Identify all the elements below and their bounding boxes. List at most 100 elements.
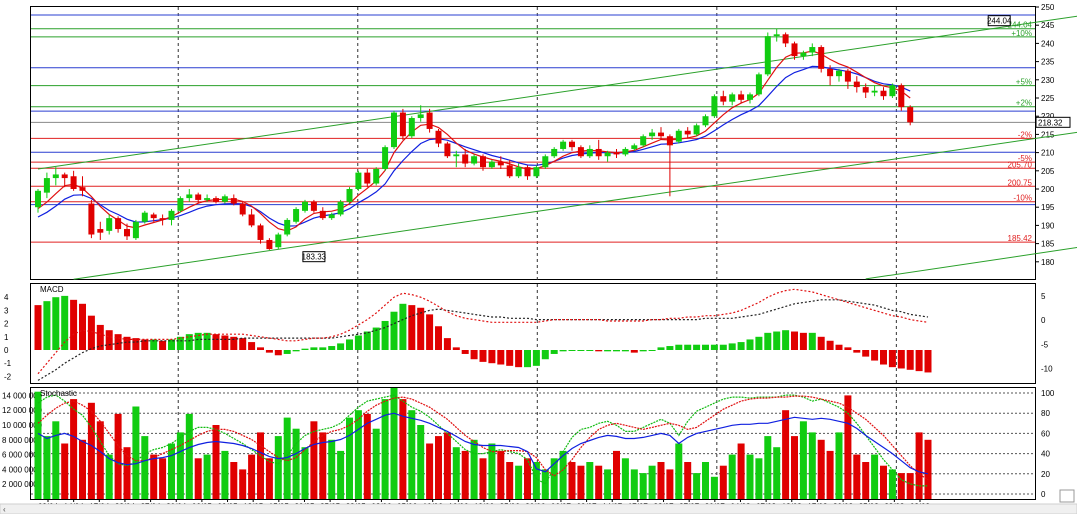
- macd-histogram-bar: [782, 330, 790, 350]
- stochastic-d-line: [37, 395, 929, 481]
- candle-body: [542, 156, 549, 168]
- macd-histogram-bar: [515, 350, 523, 368]
- volume-bar: [541, 469, 549, 499]
- volume-bar: [817, 439, 825, 499]
- volume-bar: [719, 465, 727, 499]
- volume-bar: [248, 454, 256, 499]
- macd-histogram-bar: [835, 344, 843, 350]
- volume-y-tick-label: 6 000 000: [2, 451, 38, 460]
- volume-bar: [853, 454, 861, 499]
- volume-bar: [79, 439, 86, 499]
- volume-bar: [826, 450, 834, 499]
- volume-bar: [417, 425, 425, 499]
- volume-bar: [372, 428, 380, 499]
- volume-bar: [799, 421, 807, 499]
- candle-body: [515, 167, 522, 177]
- macd-histogram-bar: [61, 295, 69, 350]
- candle-body: [97, 229, 104, 233]
- macd-histogram-bar: [737, 342, 745, 350]
- macd-right-tick-label: 5: [1041, 292, 1046, 301]
- macd-y-tick-label: -2: [4, 372, 12, 381]
- candle-body: [755, 74, 762, 95]
- stoch-y-tick-label: 20: [1041, 470, 1050, 479]
- candle-body: [889, 85, 896, 97]
- volume-bar: [737, 443, 745, 499]
- macd-y-tick-label: 3: [4, 306, 9, 315]
- candle-body: [150, 214, 157, 219]
- price-level-label: 205.70: [1008, 160, 1033, 169]
- price-level-label: 200.75: [1008, 178, 1033, 187]
- top-right-icon[interactable]: [1059, 489, 1075, 503]
- annotation-box: [302, 251, 326, 263]
- scroll-left-icon[interactable]: ‹: [3, 505, 6, 514]
- macd-histogram-bar: [337, 343, 345, 350]
- volume-bar: [888, 469, 896, 499]
- volume-bar: [426, 443, 434, 499]
- macd-histogram-bar: [657, 347, 665, 350]
- macd-histogram-bar: [844, 347, 852, 350]
- macd-histogram-bar: [292, 350, 300, 352]
- volume-bar: [728, 454, 736, 499]
- macd-histogram-bar: [541, 350, 549, 360]
- candle-body: [702, 116, 709, 126]
- candle-body: [346, 189, 353, 202]
- volume-y-tick-label: 14 000 000: [2, 391, 43, 400]
- candle-body: [186, 194, 193, 199]
- volume-bar: [657, 462, 665, 499]
- volume-bar: [906, 473, 914, 499]
- macd-histogram-bar: [595, 350, 603, 352]
- macd-histogram-bar: [826, 340, 834, 350]
- macd-histogram-bar: [319, 347, 327, 350]
- candle-body: [577, 147, 584, 157]
- candle-body: [862, 87, 869, 93]
- macd-histogram-bar: [461, 350, 469, 354]
- volume-bar: [132, 406, 140, 499]
- volume-bar: [230, 462, 238, 499]
- volume-bar: [479, 458, 487, 499]
- horizontal-scrollbar[interactable]: ‹: [0, 503, 1077, 514]
- annotation-label: 183.33: [302, 253, 327, 262]
- macd-histogram-bar: [310, 347, 318, 350]
- volume-bar: [924, 439, 932, 499]
- macd-histogram-bar: [710, 344, 718, 350]
- stoch-y-tick-label: 100: [1041, 389, 1055, 398]
- candle-body: [497, 161, 504, 166]
- macd-histogram-bar: [862, 350, 870, 357]
- candle-body: [586, 148, 593, 157]
- macd-histogram-bar: [399, 303, 407, 350]
- macd-histogram-bar: [443, 338, 451, 350]
- macd-histogram-bar: [719, 344, 727, 350]
- macd-y-tick-label: 4: [4, 293, 9, 302]
- volume-bar: [212, 425, 220, 499]
- volume-bar: [114, 413, 122, 499]
- candle-body: [836, 70, 842, 77]
- candle-body: [844, 70, 851, 82]
- macd-histogram-bar: [532, 350, 540, 366]
- candle-body: [880, 90, 887, 97]
- macd-histogram-bar: [630, 350, 638, 353]
- volume-bar: [461, 450, 469, 499]
- macd-histogram-bar: [283, 350, 291, 354]
- candle-body: [70, 176, 77, 189]
- macd-histogram-bar: [265, 350, 273, 353]
- volume-bar: [666, 469, 674, 499]
- candle-body: [506, 165, 513, 177]
- volume-bar: [871, 454, 879, 499]
- price-level-label: 244.04: [1008, 21, 1033, 30]
- macd-label: MACD: [40, 285, 64, 294]
- candle-body: [764, 36, 771, 75]
- price-y-tick-label: 250: [1041, 3, 1055, 12]
- macd-histogram-bar: [417, 307, 425, 350]
- candle-body: [79, 187, 86, 191]
- volume-bar: [221, 450, 229, 499]
- macd-histogram-bar: [550, 350, 558, 354]
- price-y-tick-label: 195: [1041, 203, 1055, 212]
- price-level-label: 185.42: [1008, 234, 1033, 243]
- macd-histogram-bar: [773, 331, 781, 350]
- candle-body: [52, 174, 59, 179]
- candle-body: [61, 174, 68, 179]
- volume-bar: [782, 410, 790, 499]
- volume-bar: [70, 399, 78, 499]
- candle-body: [355, 172, 362, 189]
- macd-y-tick-label: 0: [4, 346, 9, 355]
